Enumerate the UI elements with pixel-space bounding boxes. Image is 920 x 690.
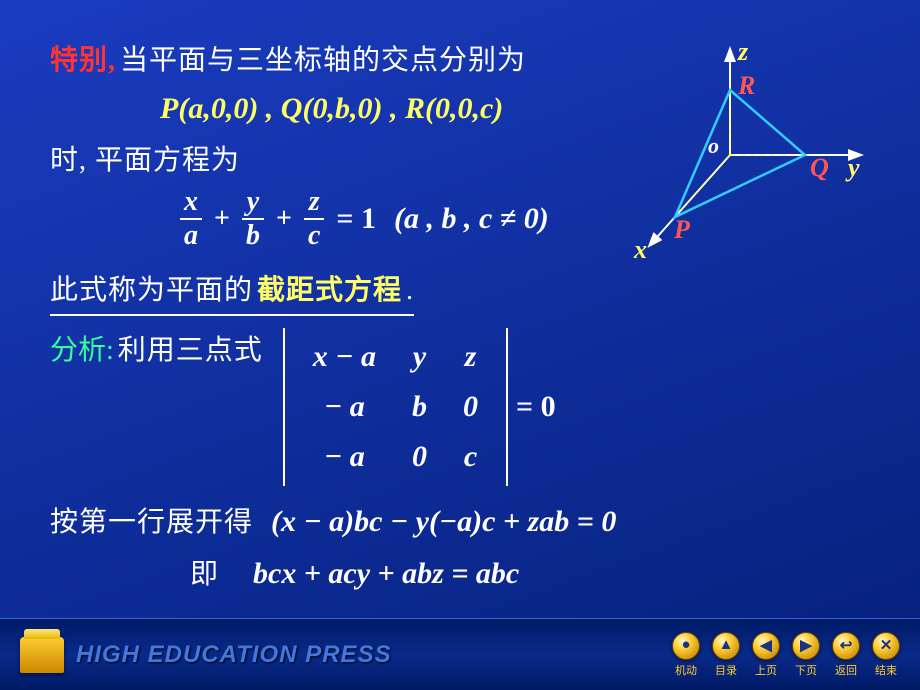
frac-xa: x a: [180, 188, 202, 250]
analysis-text: 利用三点式: [118, 335, 263, 366]
eq-condition: (a , b , c ≠ 0): [394, 202, 549, 236]
analysis-label-block: 分析: 利用三点式: [50, 328, 263, 368]
simplify-eq: bcx + acy + abz = abc: [253, 557, 519, 590]
expand-label: 按第一行展开得: [50, 507, 253, 538]
label-Q: Q: [810, 153, 829, 183]
determinant-table: x − a y z − a b 0 − a 0 c: [295, 332, 496, 482]
slide-content: 特别, 当平面与三坐标轴的交点分别为 P(a,0,0) , Q(0,b,0) ,…: [0, 0, 920, 618]
intro-text: 当平面与三坐标轴的交点分别为: [120, 45, 526, 76]
det-rhs: = 0: [516, 390, 556, 424]
triangle-right-icon: ▶: [792, 632, 820, 660]
triangle-up-icon: ▲: [712, 632, 740, 660]
nav-buttons: ● 机动 ▲ 目录 ◀ 上页 ▶ 下页 ↩ 返回 ✕ 结束: [672, 632, 900, 678]
footer-bar: HIGH EDUCATION PRESS ● 机动 ▲ 目录 ◀ 上页 ▶ 下页…: [0, 618, 920, 690]
press-name: HIGH EDUCATION PRESS: [76, 641, 392, 669]
expand-row: 按第一行展开得 (x − a)bc − y(−a)c + zab = 0: [50, 500, 880, 540]
nav-label: 目录: [715, 662, 737, 678]
simplify-label: 即: [190, 559, 219, 590]
nav-next-button[interactable]: ▶ 下页: [792, 632, 820, 678]
nav-label: 机动: [675, 662, 697, 678]
nav-toc-button[interactable]: ▲ 目录: [712, 632, 740, 678]
frac-yb: y b: [242, 188, 264, 250]
press-logo-icon: [20, 637, 64, 673]
nav-label: 上页: [755, 662, 777, 678]
analysis-label: 分析:: [50, 335, 114, 366]
label-R: R: [738, 71, 755, 101]
circle-icon: ●: [672, 632, 700, 660]
plus-icon: +: [210, 203, 234, 235]
nav-motion-button[interactable]: ● 机动: [672, 632, 700, 678]
determinant-bars: x − a y z − a b 0 − a 0 c: [283, 328, 508, 486]
eq-rhs: = 1: [336, 202, 376, 236]
label-y: y: [848, 153, 860, 183]
close-icon: ✕: [872, 632, 900, 660]
nav-label: 返回: [835, 662, 857, 678]
label-x: x: [634, 235, 647, 265]
nav-prev-button[interactable]: ◀ 上页: [752, 632, 780, 678]
prefix-special: 特别,: [50, 45, 116, 76]
triangle-left-icon: ◀: [752, 632, 780, 660]
name-highlight: 截距式方程: [257, 275, 402, 306]
name-post: .: [406, 275, 414, 306]
label-z: z: [738, 37, 748, 67]
intercept-name-row: 此式称为平面的 截距式方程 .: [50, 268, 414, 316]
points-pqr: P(a,0,0) , Q(0,b,0) , R(0,0,c): [160, 92, 503, 125]
axes-diagram: z y x o R Q P: [620, 35, 880, 275]
determinant: x − a y z − a b 0 − a 0 c: [283, 328, 556, 486]
nav-label: 结束: [875, 662, 897, 678]
name-pre: 此式称为平面的: [50, 275, 253, 306]
return-icon: ↩: [832, 632, 860, 660]
nav-label: 下页: [795, 662, 817, 678]
label-P: P: [674, 215, 690, 245]
line-name: 此式称为平面的 截距式方程 .: [50, 268, 880, 316]
expand-eq: (x − a)bc − y(−a)c + zab = 0: [271, 505, 616, 538]
frac-zc: z c: [304, 188, 324, 250]
simplify-row: 即 bcx + acy + abz = abc: [190, 552, 880, 592]
slide: 特别, 当平面与三坐标轴的交点分别为 P(a,0,0) , Q(0,b,0) ,…: [0, 0, 920, 690]
label-o: o: [708, 133, 719, 159]
analysis-row: 分析: 利用三点式 x − a y z − a b 0: [50, 328, 880, 486]
nav-back-button[interactable]: ↩ 返回: [832, 632, 860, 678]
plus-icon: +: [272, 203, 296, 235]
nav-end-button[interactable]: ✕ 结束: [872, 632, 900, 678]
when-text: 时, 平面方程为: [50, 145, 240, 176]
